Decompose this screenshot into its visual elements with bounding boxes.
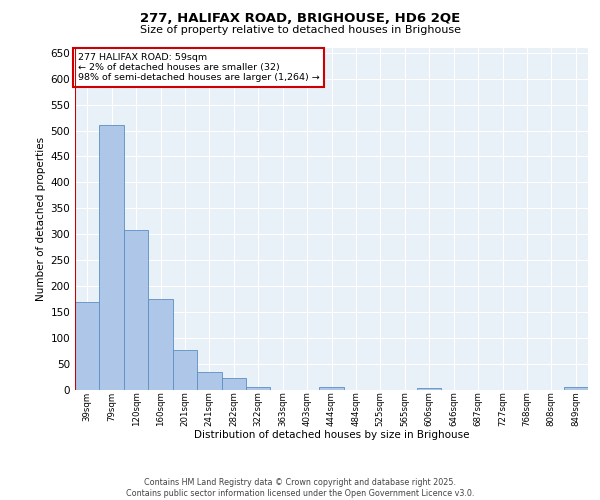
Bar [221, 378, 246, 390]
Text: Contains HM Land Registry data © Crown copyright and database right 2025.
Contai: Contains HM Land Registry data © Crown c… [126, 478, 474, 498]
Bar [563, 388, 588, 390]
Bar [246, 388, 271, 390]
Y-axis label: Number of detached properties: Number of detached properties [36, 136, 46, 301]
Bar [124, 230, 148, 390]
X-axis label: Distribution of detached houses by size in Brighouse: Distribution of detached houses by size … [194, 430, 469, 440]
Bar [100, 126, 124, 390]
Bar [319, 388, 344, 390]
Bar [75, 302, 100, 390]
Text: 277, HALIFAX ROAD, BRIGHOUSE, HD6 2QE: 277, HALIFAX ROAD, BRIGHOUSE, HD6 2QE [140, 12, 460, 26]
Bar [417, 388, 442, 390]
Bar [173, 350, 197, 390]
Text: Size of property relative to detached houses in Brighouse: Size of property relative to detached ho… [139, 25, 461, 35]
Text: 277 HALIFAX ROAD: 59sqm
← 2% of detached houses are smaller (32)
98% of semi-det: 277 HALIFAX ROAD: 59sqm ← 2% of detached… [77, 52, 319, 82]
Bar [197, 372, 221, 390]
Bar [148, 299, 173, 390]
